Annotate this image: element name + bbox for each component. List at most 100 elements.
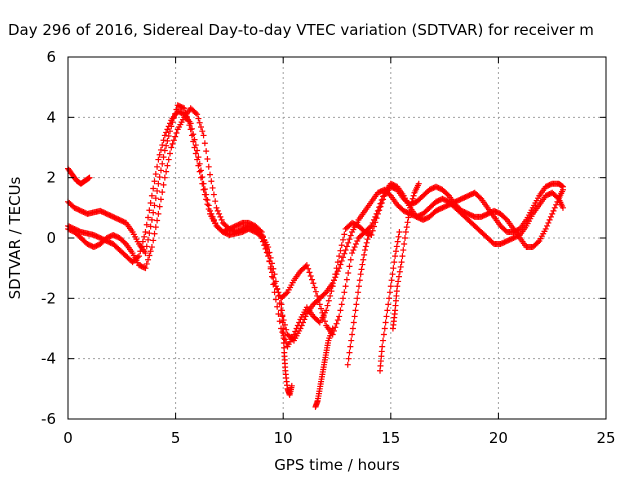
data-point — [398, 259, 405, 266]
data-point — [349, 250, 356, 257]
data-point — [276, 318, 283, 325]
data-point — [165, 133, 172, 140]
y-tick-label: 4 — [46, 108, 56, 126]
series-1 — [65, 102, 566, 350]
data-point — [160, 181, 167, 188]
data-point — [408, 198, 415, 205]
data-point — [209, 184, 216, 191]
data-point — [380, 331, 387, 338]
data-point — [203, 196, 210, 203]
data-point — [502, 215, 509, 222]
data-point — [172, 133, 179, 140]
y-axis-title: SDTVAR / TECUs — [6, 176, 24, 299]
data-point — [146, 252, 153, 259]
data-point — [361, 251, 368, 258]
data-point — [214, 207, 221, 214]
data-point — [192, 150, 199, 157]
data-point — [160, 154, 167, 161]
data-point — [218, 216, 225, 223]
data-point — [185, 117, 192, 124]
data-point — [352, 241, 359, 248]
data-point — [396, 228, 403, 235]
data-point — [201, 140, 208, 147]
data-point — [365, 232, 372, 239]
axis-ticks — [67, 56, 607, 420]
data-point — [395, 273, 402, 280]
data-point — [288, 382, 295, 389]
data-point — [476, 194, 483, 201]
data-point — [410, 192, 417, 199]
data-point — [391, 259, 398, 266]
data-point — [86, 174, 93, 181]
data-point — [293, 325, 300, 332]
data-point — [199, 128, 206, 135]
data-point — [263, 249, 270, 256]
data-point — [142, 250, 149, 257]
data-point — [372, 213, 379, 220]
data-point — [333, 320, 340, 327]
data-point — [345, 269, 352, 276]
data-point — [170, 114, 177, 121]
data-point — [323, 307, 330, 314]
data-point — [347, 232, 354, 239]
y-tick-label: 2 — [46, 169, 56, 187]
data-point — [346, 349, 353, 356]
data-point — [271, 280, 278, 287]
data-point — [196, 119, 203, 126]
data-point — [336, 253, 343, 260]
data-point — [393, 243, 400, 250]
series-8 — [389, 180, 422, 332]
data-point — [392, 253, 399, 260]
data-point — [275, 289, 282, 296]
data-point — [559, 183, 566, 190]
data-point — [399, 253, 406, 260]
data-point — [401, 241, 408, 248]
data-point — [338, 242, 345, 249]
data-point — [278, 307, 285, 314]
data-point — [342, 283, 349, 290]
data-point — [351, 244, 358, 251]
data-point — [199, 174, 206, 181]
data-point — [294, 322, 301, 329]
data-point — [274, 303, 281, 310]
data-point — [147, 248, 154, 255]
data-point — [204, 201, 211, 208]
data-point — [333, 265, 340, 272]
data-point — [210, 191, 217, 198]
data-point — [159, 142, 166, 149]
data-point — [337, 307, 344, 314]
data-point — [160, 137, 167, 144]
data-point — [402, 235, 409, 241]
grid — [68, 57, 606, 419]
data-point — [343, 276, 350, 283]
data-point — [201, 186, 208, 193]
data-point — [334, 268, 341, 275]
data-point — [559, 183, 566, 190]
data-point — [369, 219, 376, 226]
data-point — [334, 317, 341, 324]
data-point — [407, 204, 414, 211]
data-point — [380, 193, 387, 200]
data-point — [148, 244, 155, 251]
data-point — [396, 268, 403, 275]
data-point — [262, 245, 269, 252]
data-point — [383, 313, 390, 320]
data-point — [265, 253, 272, 260]
data-point — [157, 146, 164, 153]
data-point — [152, 224, 159, 231]
data-point — [173, 130, 180, 137]
data-point — [173, 106, 180, 113]
data-point — [444, 191, 451, 198]
data-point — [147, 223, 154, 230]
data-point — [321, 290, 328, 297]
data-point — [343, 243, 350, 250]
data-point — [216, 210, 223, 217]
data-point — [163, 129, 170, 136]
data-point — [154, 217, 161, 224]
data-point — [340, 295, 347, 302]
data-point — [292, 328, 299, 335]
data-point — [161, 147, 168, 154]
data-point — [355, 289, 362, 296]
data-point — [364, 236, 371, 243]
